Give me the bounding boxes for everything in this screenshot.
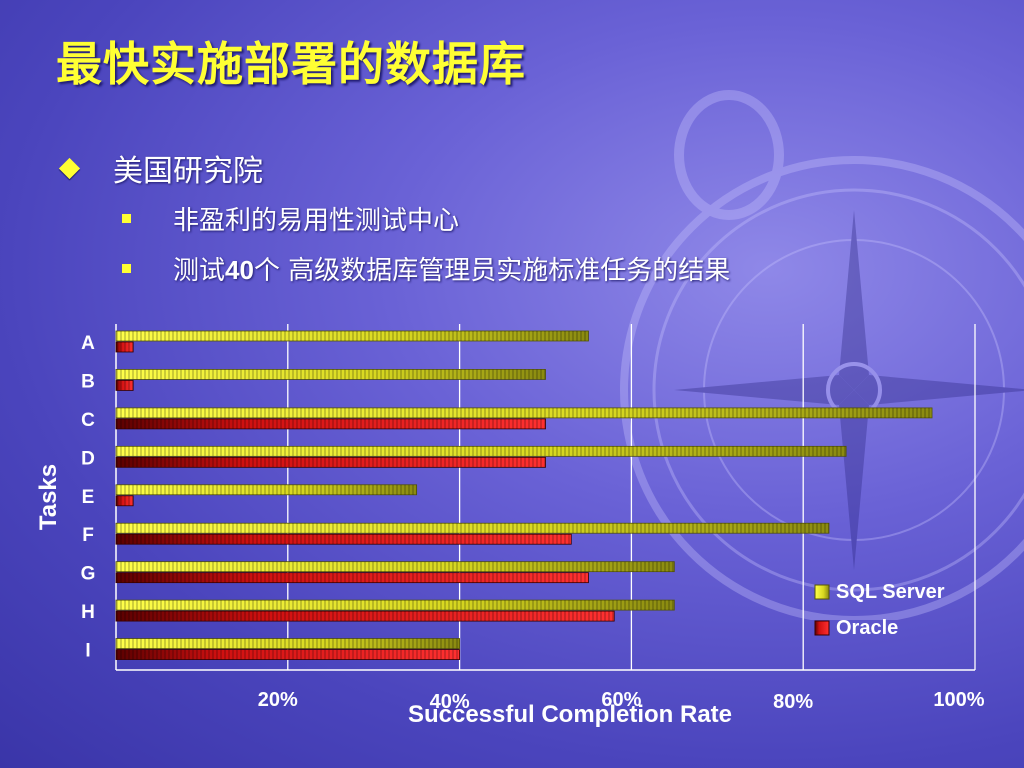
x-tick-label: 20%	[258, 689, 298, 711]
bar-texture	[116, 523, 829, 534]
bar-texture	[116, 457, 546, 468]
square-bullet-icon	[122, 214, 131, 223]
legend-label: SQL Server	[836, 581, 945, 603]
bar-texture	[116, 407, 933, 418]
bar-texture	[116, 638, 460, 649]
legend-swatch	[814, 620, 830, 636]
bar-texture	[116, 369, 546, 380]
bar-texture	[116, 561, 675, 572]
x-tick-label: 100%	[933, 689, 984, 711]
legend-label: Oracle	[836, 617, 898, 639]
category-label: H	[81, 602, 95, 623]
category-label: A	[81, 333, 95, 354]
sub-bullet-text: 测试40个 高级数据库管理员实施标准任务的结果	[173, 255, 731, 286]
category-label: F	[82, 525, 94, 546]
bar-texture	[116, 418, 546, 429]
bar-texture	[116, 495, 134, 506]
legend-swatch	[814, 584, 830, 600]
x-tick-label: 80%	[773, 691, 813, 713]
x-tick-label: 40%	[430, 691, 470, 713]
bar-texture	[116, 611, 615, 622]
bar-texture	[116, 649, 460, 660]
category-label: B	[81, 371, 95, 392]
sub-bullet-text: 非盈利的易用性测试中心	[173, 206, 460, 236]
y-axis-title: Tasks	[35, 464, 62, 530]
sub-bullet: 测试40个 高级数据库管理员实施标准任务的结果	[122, 250, 730, 287]
bar-texture	[116, 572, 589, 583]
category-label: E	[82, 487, 95, 508]
bar-texture	[116, 484, 417, 495]
bar-texture	[116, 600, 675, 611]
bar-texture	[116, 342, 134, 352]
x-tick-label: 60%	[601, 689, 641, 711]
bar-texture	[116, 331, 589, 341]
category-label: G	[81, 564, 96, 585]
bar-texture	[116, 534, 572, 545]
bar-texture	[116, 380, 134, 391]
sub-bullet: 非盈利的易用性测试中心	[122, 200, 459, 237]
bullet-text: 美国研究院	[113, 154, 263, 189]
bullet-level1: 美国研究院	[58, 146, 263, 190]
category-label: D	[81, 448, 95, 469]
square-bullet-icon	[122, 264, 131, 273]
slide-title: 最快实施部署的数据库	[56, 37, 526, 91]
bar-texture	[116, 446, 847, 457]
x-axis-title: Successful Completion Rate	[408, 701, 732, 728]
compass-decoration	[620, 90, 1024, 620]
category-label: C	[81, 410, 95, 431]
category-label: I	[85, 641, 90, 662]
